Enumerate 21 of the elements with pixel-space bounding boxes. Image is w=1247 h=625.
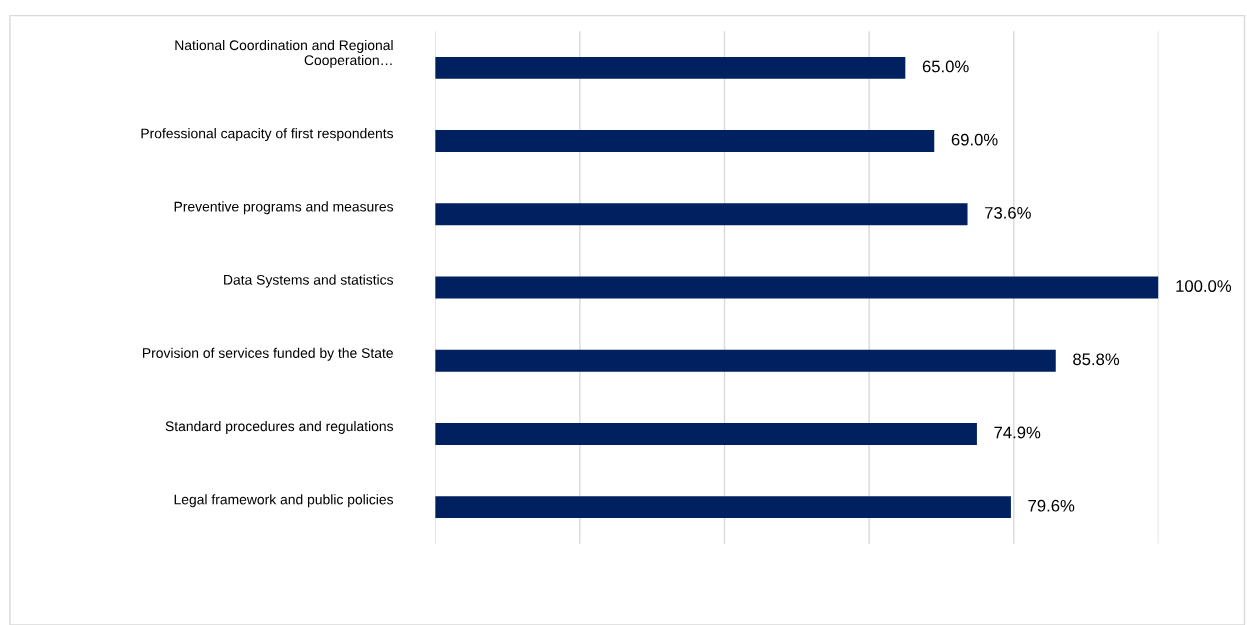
data-label: 100.0% bbox=[1176, 280, 1232, 292]
y-tick-label: Professional capacity of first respondents bbox=[141, 128, 394, 142]
y-tick-label: Provision of services funded by the State bbox=[143, 347, 393, 361]
y-tick-label: Data Systems and statistics bbox=[224, 274, 394, 288]
bar bbox=[435, 130, 935, 153]
y-tick-label: National Coordination and Regional Cooperation… bbox=[175, 39, 393, 68]
data-label: 65.0% bbox=[922, 60, 969, 73]
y-tick-label: Preventive programs and measures bbox=[174, 201, 394, 215]
y-tick-label: Standard procedures and regulations bbox=[165, 420, 394, 434]
y-tick-label: Legal framework and public policies bbox=[174, 494, 394, 508]
data-label: 73.6% bbox=[985, 206, 1031, 219]
data-label: 74.9% bbox=[994, 426, 1041, 439]
bar bbox=[435, 56, 906, 79]
data-label: 85.8% bbox=[1073, 353, 1120, 366]
bar bbox=[435, 203, 968, 226]
bar bbox=[435, 422, 977, 445]
bar bbox=[435, 276, 1159, 299]
bar bbox=[435, 496, 1011, 519]
bar bbox=[435, 349, 1056, 372]
data-label: 79.6% bbox=[1028, 499, 1075, 512]
data-label: 69.0% bbox=[951, 133, 998, 146]
